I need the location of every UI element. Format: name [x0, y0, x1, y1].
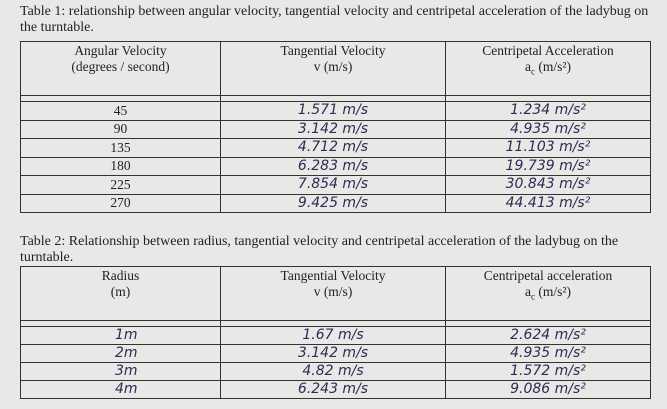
cell: 135	[20, 138, 221, 158]
cell: 3.142 m/s	[220, 344, 446, 363]
header-text: (degrees / second)	[71, 59, 170, 74]
cell: 11.103 m/s²	[445, 138, 651, 158]
table-caption: Table 2: Relationship between radius, ta…	[20, 234, 619, 265]
data-row: 270 9.425 m/s 44.413 m/s²	[20, 193, 651, 213]
cell: 44.413 m/s²	[445, 193, 651, 213]
data-row: 4m 6.243 m/s 9.086 m/s²	[20, 380, 651, 399]
header-cell: Radius (m)	[20, 266, 221, 321]
header-cell: Centripetal acceleration ac (m/s²)	[445, 266, 651, 321]
data-row: 45 1.571 m/s 1.234 m/s²	[20, 101, 651, 121]
cell: 4.82 m/s	[220, 362, 446, 381]
cell: 19.739 m/s²	[445, 156, 651, 176]
header-text: Centripetal Acceleration	[482, 43, 614, 58]
header-text: ac (m/s²)	[446, 284, 650, 305]
cell: 3m	[20, 362, 221, 381]
header-text: v (m/s)	[313, 59, 353, 74]
cell: 45	[20, 101, 221, 121]
header-text: Tangential Velocity	[280, 43, 386, 58]
header-row: Radius (m) Tangential Velocity v (m/s) Centr…	[20, 266, 651, 321]
cell: 1m	[20, 326, 221, 345]
data-row: 90 3.142 m/s 4.935 m/s²	[20, 119, 651, 139]
table-caption: Table 1: relationship between angular ve…	[20, 4, 649, 35]
header-cell: Centripetal Acceleration ac (m/s²)	[445, 41, 651, 96]
cell: 4.935 m/s²	[445, 344, 651, 363]
symbol: a	[525, 284, 532, 299]
cell: 1.67 m/s	[220, 326, 446, 345]
spacer-row	[20, 95, 651, 102]
header-cell: Angular Velocity (degrees / second)	[20, 41, 221, 96]
data-row: 3m 4.82 m/s 1.572 m/s²	[20, 362, 651, 381]
cell: 4.712 m/s	[220, 138, 446, 158]
cell: 4m	[20, 380, 221, 399]
header-cell: Tangential Velocity v (m/s)	[220, 41, 446, 96]
header-text: Radius	[101, 268, 140, 283]
header-text: Angular Velocity	[74, 43, 167, 58]
cell: 180	[20, 156, 221, 176]
cell: 7.854 m/s	[220, 175, 446, 195]
table: Angular Velocity (degrees / second) Tangen…	[20, 41, 651, 213]
cell: 1.571 m/s	[220, 101, 446, 121]
symbol: a	[525, 59, 532, 74]
data-row: 225 7.854 m/s 30.843 m/s²	[20, 175, 651, 195]
header-text: v (m/s)	[313, 284, 353, 299]
cell: 1.572 m/s²	[445, 362, 651, 381]
cell: 30.843 m/s²	[445, 175, 651, 195]
cell: 270	[20, 193, 221, 213]
cell: 2m	[20, 344, 221, 363]
cell: 9.425 m/s	[220, 193, 446, 213]
header-text: Centripetal acceleration	[483, 268, 613, 283]
cell: 6.283 m/s	[220, 156, 446, 176]
header-cell: Tangential Velocity v (m/s)	[220, 266, 446, 321]
spacer-cell	[445, 95, 651, 102]
cell: 6.243 m/s	[220, 380, 446, 399]
header-text: Tangential Velocity	[280, 268, 386, 283]
cell: 2.624 m/s²	[445, 326, 651, 345]
header-text: (m)	[110, 284, 131, 299]
data-row: 2m 3.142 m/s 4.935 m/s²	[20, 344, 651, 363]
data-row: 135 4.712 m/s 11.103 m/s²	[20, 138, 651, 158]
unit: (m/s²)	[538, 59, 571, 74]
cell: 3.142 m/s	[220, 119, 446, 139]
header-row: Angular Velocity (degrees / second) Tangen…	[20, 41, 651, 96]
cell: 225	[20, 175, 221, 195]
cell: 4.935 m/s²	[445, 119, 651, 139]
data-row: 1m 1.67 m/s 2.624 m/s²	[20, 326, 651, 345]
subscript: c	[531, 66, 536, 77]
header-text: ac (m/s²)	[446, 59, 650, 80]
cell: 9.086 m/s²	[445, 380, 651, 399]
table: Radius (m) Tangential Velocity v (m/s) Centr…	[20, 266, 651, 399]
cell: 1.234 m/s²	[445, 101, 651, 121]
subscript: c	[531, 291, 536, 302]
cell: 90	[20, 119, 221, 139]
unit: (m/s²)	[538, 284, 571, 299]
data-row: 180 6.283 m/s 19.739 m/s²	[20, 156, 651, 176]
